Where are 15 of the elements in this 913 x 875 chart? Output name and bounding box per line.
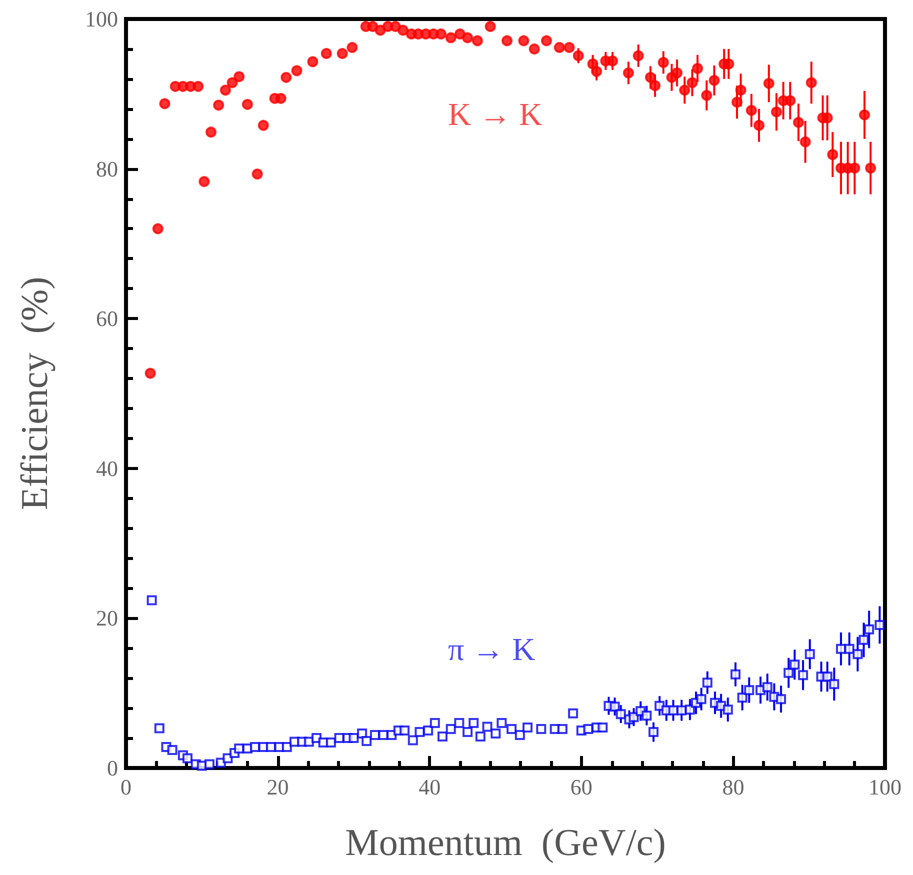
series-label: π → K	[448, 631, 536, 667]
y-tick-label: 80	[96, 156, 118, 182]
x-tick-label: 40	[418, 774, 441, 800]
series-label: K → K	[448, 96, 542, 132]
y-tick-label: 100	[85, 6, 118, 32]
x-tick-label: 100	[868, 774, 902, 800]
x-tick-label: 60	[570, 774, 592, 800]
y-tick-label: 20	[96, 606, 118, 631]
x-tick-label: 20	[266, 774, 289, 800]
x-axis-title: Momentum (GeV/c)	[345, 822, 666, 864]
x-tick-label: 80	[722, 774, 744, 800]
y-tick-label: 0	[107, 756, 118, 780]
y-tick-label: 60	[96, 306, 118, 332]
y-axis-title: Efficiency (%)	[14, 276, 56, 510]
y-tick-label: 40	[96, 456, 118, 481]
